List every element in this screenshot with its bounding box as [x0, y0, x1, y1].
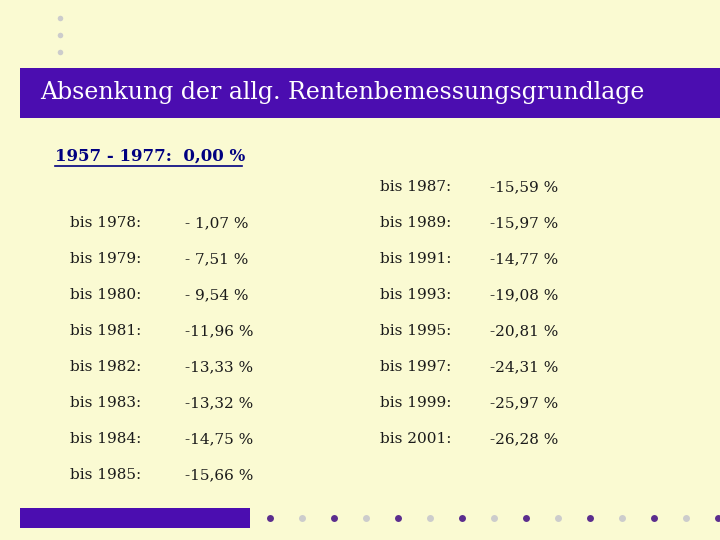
Text: -14,75 %: -14,75 % [185, 432, 253, 446]
Text: bis 1981:: bis 1981: [70, 324, 141, 338]
Text: -15,97 %: -15,97 % [490, 216, 558, 230]
Text: -13,32 %: -13,32 % [185, 396, 253, 410]
Text: bis 1999:: bis 1999: [380, 396, 451, 410]
Text: -15,59 %: -15,59 % [490, 180, 558, 194]
Text: -26,28 %: -26,28 % [490, 432, 559, 446]
Text: bis 1987:: bis 1987: [380, 180, 451, 194]
Text: bis 1979:: bis 1979: [70, 252, 141, 266]
Text: -24,31 %: -24,31 % [490, 360, 559, 374]
Text: - 1,07 %: - 1,07 % [185, 216, 248, 230]
Text: bis 1982:: bis 1982: [70, 360, 141, 374]
Text: -14,77 %: -14,77 % [490, 252, 558, 266]
Text: -25,97 %: -25,97 % [490, 396, 558, 410]
Text: - 7,51 %: - 7,51 % [185, 252, 248, 266]
Text: bis 1995:: bis 1995: [380, 324, 451, 338]
Text: -15,66 %: -15,66 % [185, 468, 253, 482]
Text: bis 1993:: bis 1993: [380, 288, 451, 302]
Text: bis 1984:: bis 1984: [70, 432, 141, 446]
Text: -13,33 %: -13,33 % [185, 360, 253, 374]
Text: bis 1983:: bis 1983: [70, 396, 141, 410]
Text: bis 1991:: bis 1991: [380, 252, 451, 266]
Text: bis 1989:: bis 1989: [380, 216, 451, 230]
Bar [20, 508, 250, 528]
Text: bis 2001:: bis 2001: [380, 432, 451, 446]
Text: bis 1997:: bis 1997: [380, 360, 451, 374]
Text: -20,81 %: -20,81 % [490, 324, 559, 338]
Text: Absenkung der allg. Rentenbemessungsgrundlage: Absenkung der allg. Rentenbemessungsgrun… [40, 82, 644, 105]
Text: -11,96 %: -11,96 % [185, 324, 253, 338]
Text: -19,08 %: -19,08 % [490, 288, 559, 302]
Bar [20, 68, 720, 118]
Text: bis 1978:: bis 1978: [70, 216, 141, 230]
Text: - 9,54 %: - 9,54 % [185, 288, 248, 302]
Text: bis 1985:: bis 1985: [70, 468, 141, 482]
Text: 1957 - 1977:  0,00 %: 1957 - 1977: 0,00 % [55, 148, 246, 165]
Text: bis 1980:: bis 1980: [70, 288, 141, 302]
